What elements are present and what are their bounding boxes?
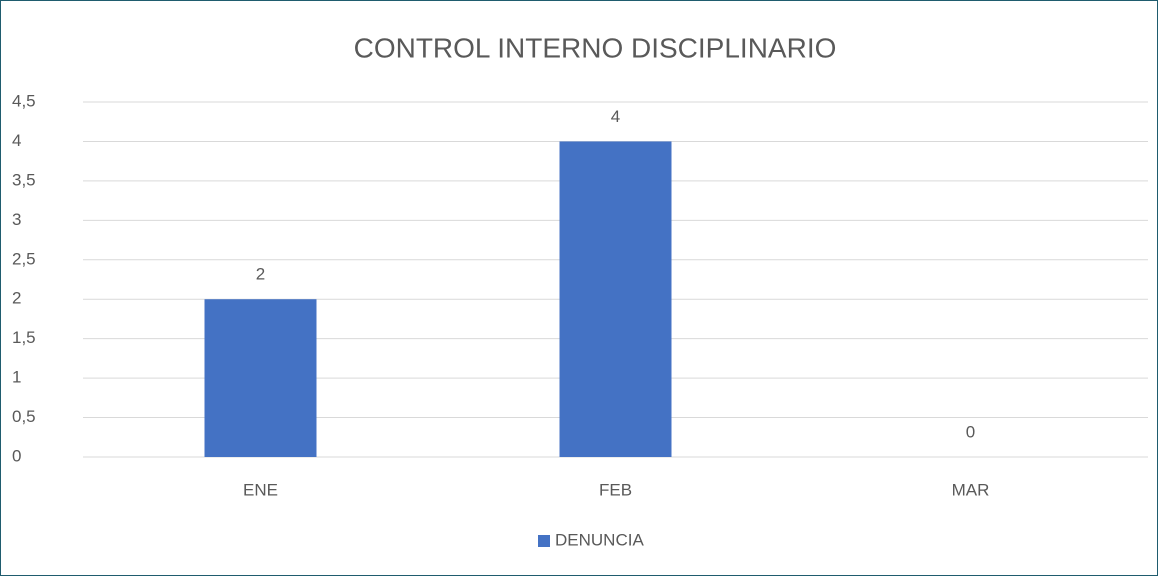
legend-swatch xyxy=(538,535,550,547)
y-tick-label: 4 xyxy=(12,131,21,150)
data-label: 2 xyxy=(256,265,265,284)
y-tick-label: 0,5 xyxy=(12,407,36,426)
x-tick-label: ENE xyxy=(243,480,278,499)
y-tick-label: 1,5 xyxy=(12,328,36,347)
y-tick-label: 2 xyxy=(12,289,21,308)
data-label: 0 xyxy=(966,422,975,441)
y-tick-label: 2,5 xyxy=(12,249,36,268)
bar xyxy=(204,299,317,457)
chart-title: CONTROL INTERNO DISCIPLINARIO xyxy=(354,32,837,63)
data-label: 4 xyxy=(611,107,620,126)
y-tick-label: 3,5 xyxy=(12,170,36,189)
legend-label: DENUNCIA xyxy=(555,530,644,549)
y-tick-label: 0 xyxy=(12,446,21,465)
x-tick-label: FEB xyxy=(599,480,632,499)
bar xyxy=(559,141,672,457)
y-tick-label: 1 xyxy=(12,368,21,387)
y-tick-label: 3 xyxy=(12,210,21,229)
x-tick-label: MAR xyxy=(952,480,990,499)
y-tick-label: 4,5 xyxy=(12,91,36,110)
